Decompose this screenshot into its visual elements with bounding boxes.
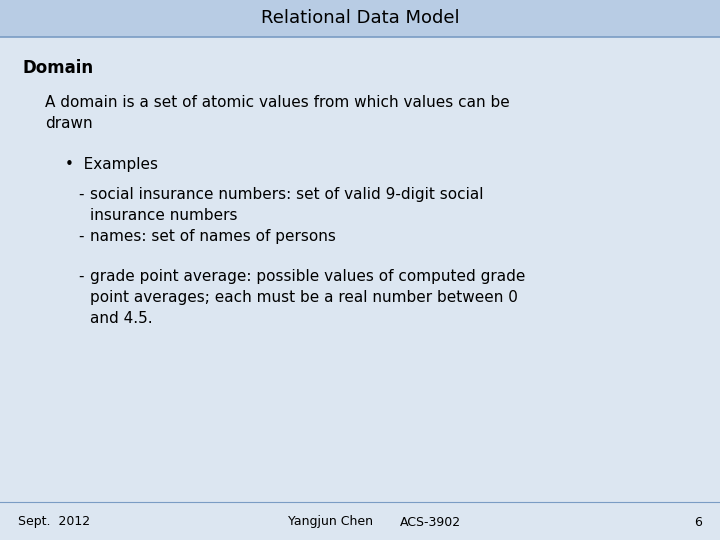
Text: -: -	[78, 187, 84, 202]
Text: 6: 6	[694, 516, 702, 529]
Text: grade point average: possible values of computed grade
point averages; each must: grade point average: possible values of …	[90, 269, 526, 326]
Bar	[0, 0, 720, 37]
Text: Relational Data Model: Relational Data Model	[261, 9, 459, 28]
Text: names: set of names of persons: names: set of names of persons	[90, 229, 336, 244]
Text: ACS-3902: ACS-3902	[400, 516, 461, 529]
Text: -: -	[78, 229, 84, 244]
Text: •  Examples: • Examples	[65, 157, 158, 172]
Text: social insurance numbers: set of valid 9-digit social
insurance numbers: social insurance numbers: set of valid 9…	[90, 187, 484, 222]
Text: -: -	[78, 269, 84, 284]
Text: A domain is a set of atomic values from which values can be
drawn: A domain is a set of atomic values from …	[45, 94, 510, 131]
Text: Domain: Domain	[22, 59, 93, 77]
Text: Yangjun Chen: Yangjun Chen	[287, 516, 372, 529]
Text: Sept.  2012: Sept. 2012	[18, 516, 90, 529]
